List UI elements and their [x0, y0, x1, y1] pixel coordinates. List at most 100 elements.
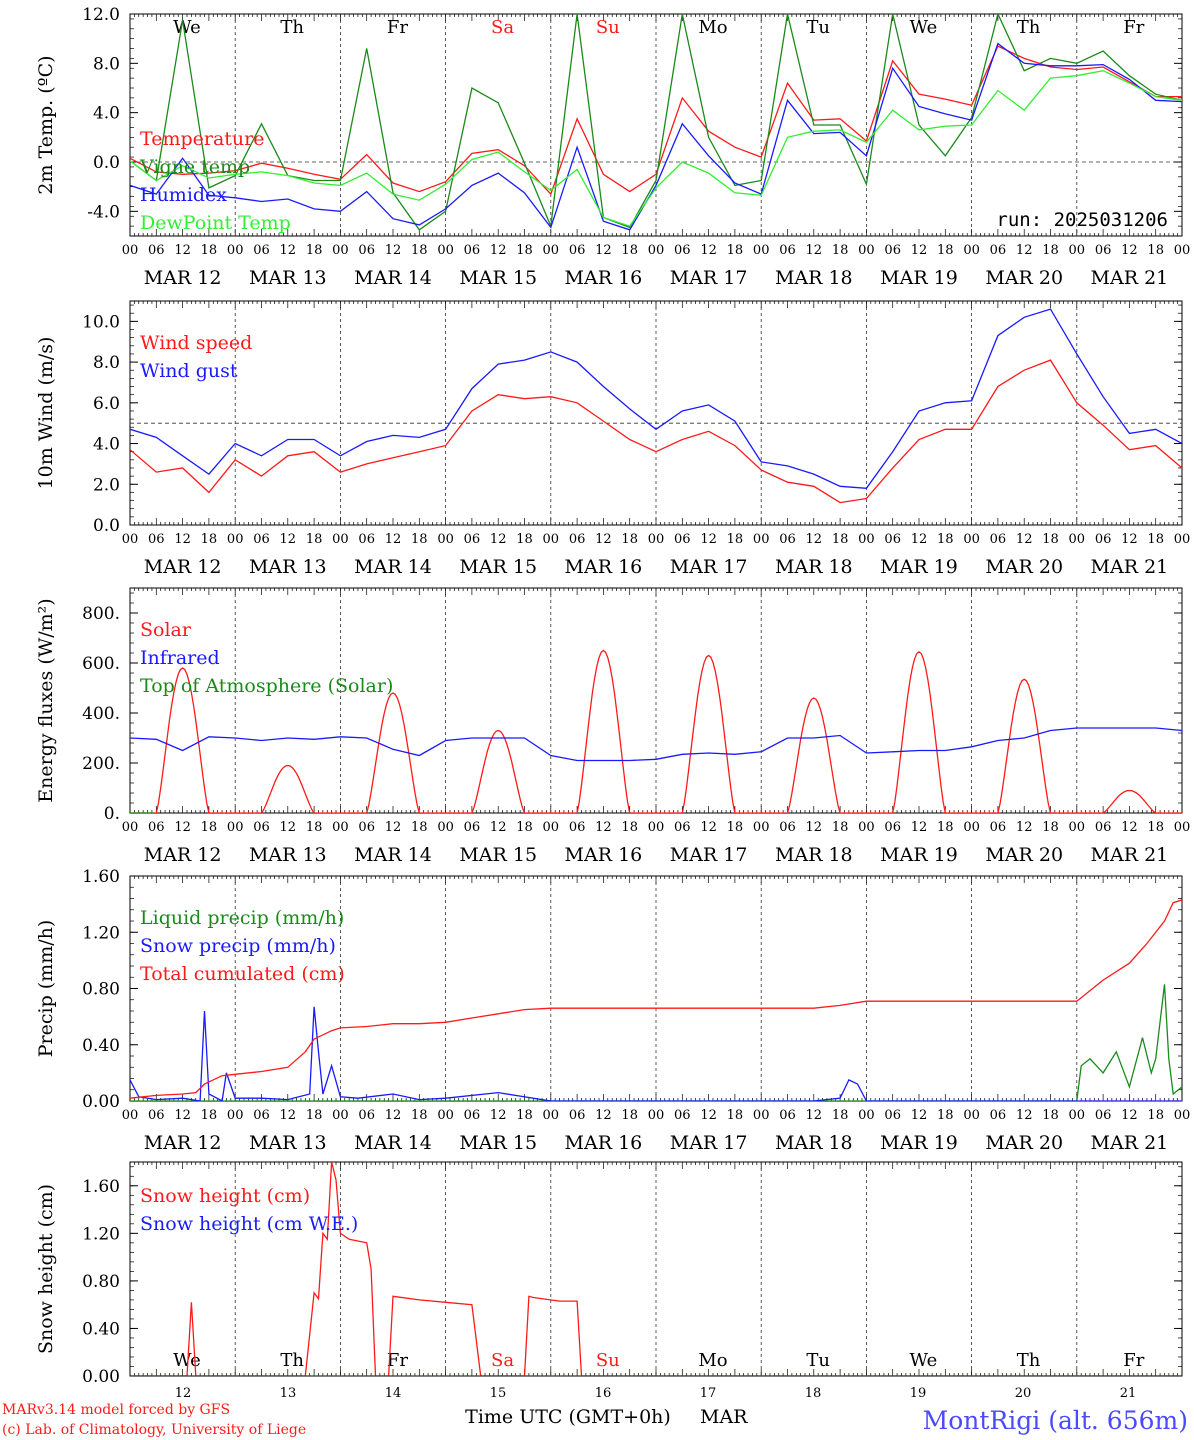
legend-entry: Snow height (cm W.E.): [140, 1213, 358, 1235]
hour-tick-label: 00: [1069, 820, 1086, 835]
y-tick-label: 0.80: [82, 980, 120, 1000]
hour-tick-label: 00: [227, 243, 244, 258]
hour-tick-label: 00: [753, 532, 770, 547]
x-axis-label: Time UTC (GMT+0h): [465, 1406, 671, 1428]
hour-tick-label: 18: [516, 532, 533, 547]
series-line: [130, 1006, 1182, 1101]
date-label: MAR 12: [144, 844, 222, 866]
hour-tick-label: 00: [1069, 1108, 1086, 1123]
hour-tick-label: 00: [648, 1108, 665, 1123]
weekday-label: We: [910, 1350, 938, 1371]
legend-entry: Top of Atmosphere (Solar): [140, 675, 393, 697]
series-line: [130, 649, 1182, 813]
y-tick-label: 400.: [82, 704, 120, 724]
hour-tick-label: 00: [753, 243, 770, 258]
date-label: MAR 13: [249, 267, 327, 289]
date-label: MAR 14: [354, 556, 432, 578]
hour-tick-label: 18: [937, 532, 954, 547]
hour-tick-label: 00: [437, 1108, 454, 1123]
hour-tick-label: 12: [806, 532, 823, 547]
weekday-label: Fr: [387, 17, 408, 38]
hour-tick-label: 06: [148, 820, 165, 835]
hour-tick-label: 06: [253, 820, 270, 835]
hour-tick-label: 00: [963, 243, 980, 258]
date-label: MAR 20: [985, 267, 1063, 289]
hour-tick-label: 00: [543, 820, 560, 835]
weekday-label: Mo: [698, 17, 727, 38]
hour-tick-label: 18: [727, 243, 744, 258]
hour-tick-label: 18: [516, 820, 533, 835]
date-label: MAR 13: [249, 844, 327, 866]
hour-tick-label: 00: [1174, 1108, 1191, 1123]
hour-tick-label: 12: [595, 243, 612, 258]
hour-tick-label: 00: [963, 532, 980, 547]
date-label: MAR 12: [144, 267, 222, 289]
hour-tick-label: 12: [911, 532, 928, 547]
weekday-label: Tu: [806, 17, 830, 38]
hour-tick-label: 06: [569, 820, 586, 835]
hour-tick-label: 18: [306, 820, 323, 835]
date-label: MAR 16: [565, 844, 643, 866]
hour-tick-label: 18: [1042, 820, 1059, 835]
weekday-label: We: [173, 1350, 201, 1371]
legend-entry: Solar: [140, 619, 192, 641]
date-label: MAR 19: [880, 267, 958, 289]
y-tick-label: 4.0: [93, 104, 120, 124]
hour-tick-label: 18: [1042, 243, 1059, 258]
chart-panel-1: -4.0 0.0 4.0 8.0 12.0 2m Temp. (ºC) 00 06 12 18 00…: [35, 5, 1190, 289]
series-line: [130, 70, 1182, 227]
weekday-label: Tu: [806, 1350, 830, 1371]
hour-tick-label: 12: [1121, 243, 1138, 258]
legend-entry: Vigne temp: [139, 156, 250, 178]
date-label: MAR 18: [775, 267, 853, 289]
legend-entry: Humidex: [140, 184, 227, 206]
weekday-label: Th: [280, 17, 304, 38]
hour-tick-label: 06: [148, 532, 165, 547]
date-label: MAR 12: [144, 556, 222, 578]
hour-tick-label: 18: [306, 243, 323, 258]
hour-tick-label: 06: [1095, 243, 1112, 258]
hour-tick-label: 18: [516, 1108, 533, 1123]
hour-tick-label: 12: [280, 1108, 297, 1123]
hour-tick-label: 12: [911, 243, 928, 258]
legend-entry: Snow height (cm): [140, 1185, 310, 1207]
hour-tick-label: 06: [990, 1108, 1007, 1123]
hour-tick-label: 00: [122, 243, 139, 258]
hour-tick-label: 00: [1174, 243, 1191, 258]
hour-tick-label: 18: [621, 1108, 638, 1123]
hour-tick-label: 12: [1016, 243, 1033, 258]
y-tick-label: 0.40: [82, 1319, 120, 1339]
weekday-label: Su: [596, 17, 620, 38]
hour-tick-label: 06: [990, 243, 1007, 258]
y-tick-label: 8.0: [93, 54, 120, 74]
hour-tick-label: 18: [621, 820, 638, 835]
hour-tick-label: 18: [201, 1108, 218, 1123]
hour-tick-label: 18: [201, 820, 218, 835]
hour-tick-label: 00: [543, 1108, 560, 1123]
hour-tick-label: 00: [648, 243, 665, 258]
hour-tick-label: 12: [385, 1108, 402, 1123]
date-label: MAR 14: [354, 844, 432, 866]
y-tick-label: 0.0: [93, 153, 120, 173]
bottom-day-number: 15: [490, 1386, 507, 1401]
weekday-label: We: [173, 17, 201, 38]
hour-tick-label: 00: [858, 1108, 875, 1123]
date-label: MAR 16: [565, 1132, 643, 1154]
date-label: MAR 21: [1091, 844, 1169, 866]
weekday-label: Mo: [698, 1350, 727, 1371]
weekday-label: Fr: [387, 1350, 408, 1371]
legend-entry: Total cumulated (cm): [140, 963, 345, 985]
weekday-label: Sa: [491, 17, 514, 38]
hour-tick-label: 06: [779, 820, 796, 835]
hour-tick-label: 00: [1174, 820, 1191, 835]
hour-tick-label: 06: [884, 243, 901, 258]
y-tick-label: 6.0: [93, 394, 120, 414]
station-name: MontRigi (alt. 656m): [923, 1406, 1188, 1435]
hour-tick-label: 00: [227, 532, 244, 547]
hour-tick-label: 06: [779, 532, 796, 547]
hour-tick-label: 06: [884, 1108, 901, 1123]
y-tick-label: 0.: [104, 804, 120, 824]
hour-tick-label: 12: [174, 532, 191, 547]
hour-tick-label: 06: [464, 820, 481, 835]
legend-entry: Liquid precip (mm/h): [140, 907, 344, 929]
